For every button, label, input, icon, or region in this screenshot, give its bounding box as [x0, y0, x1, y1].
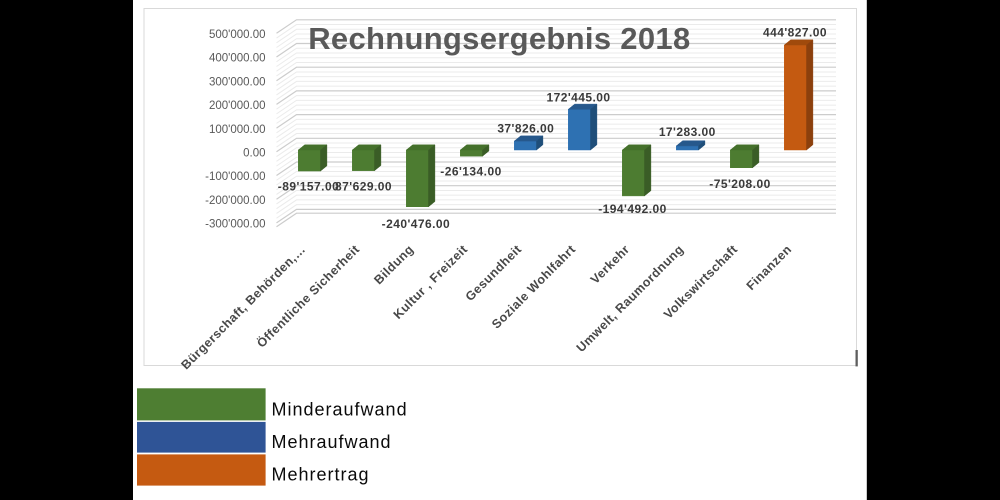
svg-text:-240'476.00: -240'476.00: [382, 217, 451, 231]
svg-text:37'826.00: 37'826.00: [497, 122, 554, 136]
svg-text:Rechnungsergebnis 2018: Rechnungsergebnis 2018: [308, 21, 690, 56]
svg-text:500'000.00: 500'000.00: [209, 29, 266, 41]
svg-text:-26'134.00: -26'134.00: [440, 165, 501, 179]
svg-text:-89'157.00: -89'157.00: [278, 180, 339, 194]
svg-text:-200'000.00: -200'000.00: [205, 195, 265, 207]
svg-text:300'000.00: 300'000.00: [209, 76, 266, 88]
svg-text:400'000.00: 400'000.00: [209, 53, 266, 65]
svg-text:0.00: 0.00: [243, 148, 265, 160]
svg-text:Minderaufwand: Minderaufwand: [272, 400, 408, 420]
svg-text:200'000.00: 200'000.00: [209, 100, 266, 112]
svg-text:87'629.00: 87'629.00: [335, 180, 392, 194]
svg-text:100'000.00: 100'000.00: [209, 124, 266, 136]
svg-text:444'827.00: 444'827.00: [763, 26, 827, 40]
svg-text:17'283.00: 17'283.00: [659, 125, 716, 139]
svg-text:Mehraufwand: Mehraufwand: [272, 432, 392, 452]
svg-text:-100'000.00: -100'000.00: [205, 171, 265, 183]
svg-text:-194'492.00: -194'492.00: [598, 202, 667, 216]
svg-text:Mehrertrag: Mehrertrag: [272, 465, 370, 485]
svg-text:-75'208.00: -75'208.00: [709, 177, 770, 191]
svg-text:-300'000.00: -300'000.00: [205, 219, 265, 231]
svg-text:172'445.00: 172'445.00: [546, 91, 610, 105]
